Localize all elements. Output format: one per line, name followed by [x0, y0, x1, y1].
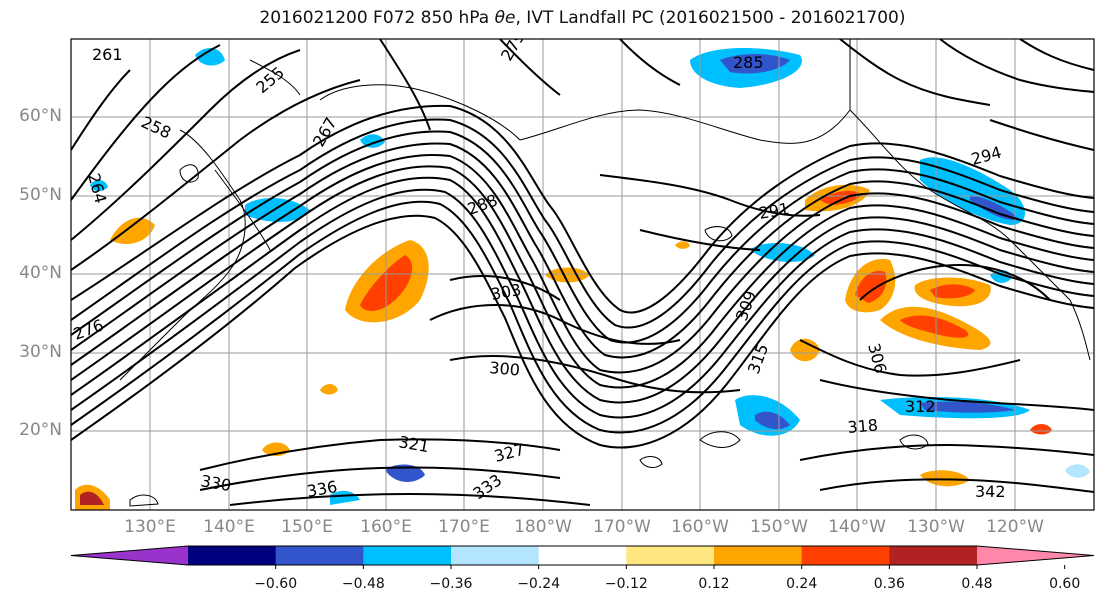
- theta-e-symbol: θe: [494, 8, 516, 28]
- colorbar-extend-low: [71, 546, 188, 565]
- positive-anomaly-shading: [75, 184, 1052, 510]
- figure-title: 2016021200 F072 850 hPa θe, IVT Landfall…: [259, 8, 906, 28]
- colorbar-extend-high: [977, 546, 1094, 565]
- contour-label: 300: [489, 358, 521, 380]
- lon-label: 150°E: [281, 517, 333, 537]
- theta-e-contours: [71, 39, 1094, 506]
- lon-label: 170°E: [438, 517, 490, 537]
- colorbar-tick-label: −0.12: [604, 576, 648, 592]
- contour-label: 318: [847, 415, 879, 437]
- colorbar-tick-label: −0.60: [254, 576, 298, 592]
- colorbar-cell: [626, 546, 715, 565]
- lon-label: 160°E: [360, 517, 412, 537]
- map-frame: [70, 38, 1095, 511]
- colorbar-tick-label: −0.48: [341, 576, 385, 592]
- lon-label: 160°W: [671, 517, 729, 537]
- lat-label-30n: 30°N: [19, 342, 62, 362]
- lon-label: 120°W: [986, 517, 1044, 537]
- colorbar-cell: [714, 546, 803, 565]
- lat-label-20n: 20°N: [19, 420, 62, 440]
- colorbar-tick-marks: [275, 565, 1066, 569]
- lon-label: 170°W: [593, 517, 651, 537]
- lat-label-60n: 60°N: [19, 106, 62, 126]
- lon-label: 140°E: [203, 517, 255, 537]
- colorbar-tick-label: 0.24: [786, 576, 818, 592]
- colorbar-tick-label: 0.12: [698, 576, 730, 592]
- lon-label: 180°W: [514, 517, 572, 537]
- lon-label: 150°W: [750, 517, 808, 537]
- contour-label: 312: [905, 397, 936, 416]
- colorbar-cell: [538, 546, 627, 565]
- colorbar-cells: [70, 545, 1095, 566]
- lon-label: 140°W: [828, 517, 886, 537]
- colorbar-cell: [275, 546, 364, 565]
- lon-label: 130°E: [124, 517, 176, 537]
- colorbar-tick-label: 0.48: [961, 576, 993, 592]
- colorbar-cell: [188, 546, 277, 565]
- colorbar-tick-label: 0.60: [1049, 576, 1081, 592]
- lat-label-40n: 40°N: [19, 263, 62, 283]
- contour-label: 261: [92, 45, 123, 64]
- colorbar-cell: [889, 546, 978, 565]
- contour-label: 285: [733, 53, 764, 72]
- colorbar-cell: [451, 546, 540, 565]
- colorbar-cell: [801, 546, 890, 565]
- coastlines: [119, 39, 1091, 448]
- colorbar-outline: [70, 545, 1095, 566]
- colorbar-tick-label: −0.36: [429, 576, 473, 592]
- lat-label-50n: 50°N: [19, 185, 62, 205]
- theta-e-contours-thin: [129, 164, 929, 507]
- colorbar-tick-label: −0.24: [517, 576, 561, 592]
- contour-label: 342: [975, 482, 1006, 501]
- colorbar-cell: [363, 546, 452, 565]
- colorbar-tick-label: 0.36: [873, 576, 905, 592]
- lon-label: 130°W: [907, 517, 965, 537]
- graticule: [71, 39, 1094, 510]
